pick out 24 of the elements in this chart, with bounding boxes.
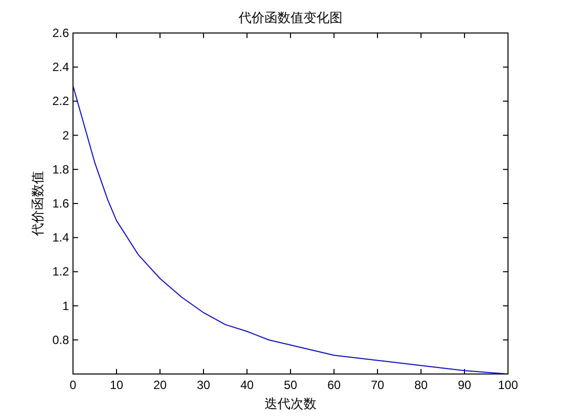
x-tick-label: 80	[414, 378, 428, 392]
x-tick-label: 60	[327, 378, 341, 392]
y-tick-label: 2.6	[52, 26, 70, 40]
y-tick-label: 1.2	[52, 264, 70, 279]
y-axis-title: 代价函数值	[30, 171, 45, 237]
y-tick-label: 2	[62, 128, 70, 142]
x-tick-label: 50	[284, 378, 298, 392]
x-tick-label: 10	[110, 378, 124, 392]
y-tick-label: 2.4	[52, 60, 70, 74]
x-tick-label: 90	[458, 378, 472, 392]
y-tick-label: 1	[62, 298, 70, 313]
y-tick-label: 0.8	[52, 332, 70, 347]
x-tick-label: 40	[240, 378, 254, 392]
y-tick-label: 1.6	[52, 196, 70, 210]
x-axis-title: 迭代次数	[264, 396, 316, 411]
x-tick-label: 100	[498, 378, 518, 392]
y-tick-label: 2.2	[52, 94, 70, 108]
y-tick-label: 1.8	[52, 162, 70, 176]
x-tick-label: 30	[196, 378, 210, 392]
x-tick-label: 20	[153, 378, 167, 392]
x-tick-label: 70	[370, 378, 384, 392]
y-tick-label: 1.4	[52, 230, 70, 245]
x-tick-label: 0	[70, 378, 77, 392]
chart-title: 代价函数值变化图	[238, 10, 342, 25]
